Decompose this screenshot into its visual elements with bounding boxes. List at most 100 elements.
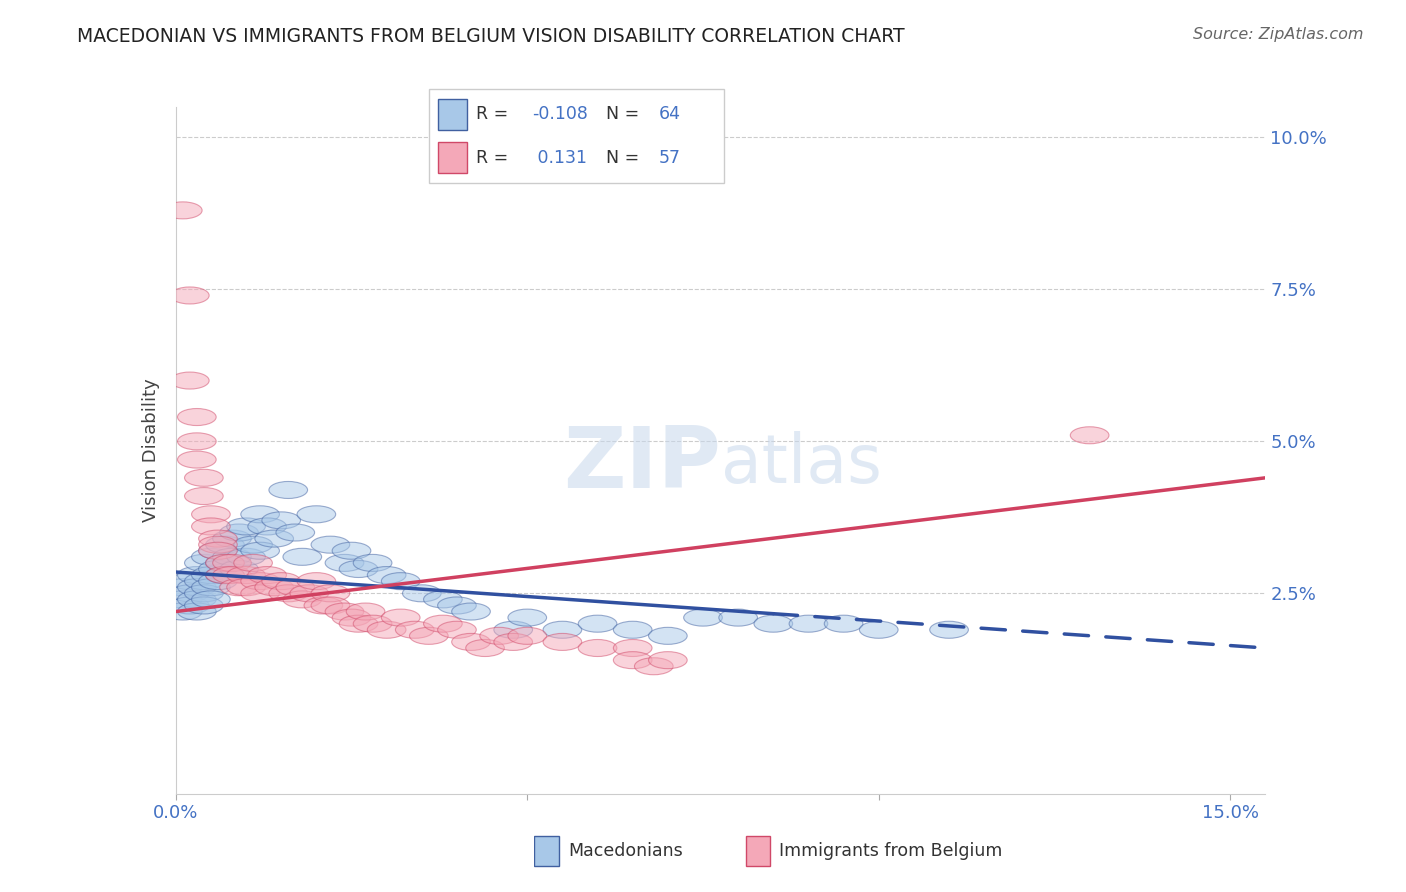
Ellipse shape: [240, 573, 280, 590]
Ellipse shape: [718, 609, 758, 626]
FancyBboxPatch shape: [437, 98, 467, 130]
Ellipse shape: [212, 549, 252, 566]
Ellipse shape: [367, 621, 406, 639]
Ellipse shape: [198, 560, 238, 577]
Ellipse shape: [613, 652, 652, 669]
Ellipse shape: [824, 615, 863, 632]
Ellipse shape: [254, 579, 294, 596]
Ellipse shape: [170, 585, 209, 602]
Ellipse shape: [233, 536, 273, 553]
Ellipse shape: [283, 549, 322, 566]
Ellipse shape: [212, 530, 252, 547]
Text: 57: 57: [659, 149, 681, 167]
Text: R =: R =: [477, 105, 509, 123]
Text: -0.108: -0.108: [533, 105, 588, 123]
Ellipse shape: [205, 566, 245, 583]
Ellipse shape: [177, 579, 217, 596]
Text: Macedonians: Macedonians: [568, 842, 683, 860]
Ellipse shape: [465, 640, 505, 657]
Ellipse shape: [191, 506, 231, 523]
Ellipse shape: [226, 566, 266, 583]
Ellipse shape: [332, 609, 371, 626]
Ellipse shape: [683, 609, 723, 626]
Ellipse shape: [332, 542, 371, 559]
Ellipse shape: [311, 597, 350, 614]
Text: R =: R =: [477, 149, 509, 167]
FancyBboxPatch shape: [745, 836, 770, 866]
Ellipse shape: [177, 409, 217, 425]
Ellipse shape: [177, 603, 217, 620]
Ellipse shape: [325, 555, 364, 572]
Ellipse shape: [346, 603, 385, 620]
Ellipse shape: [177, 566, 217, 583]
Ellipse shape: [648, 627, 688, 644]
Y-axis label: Vision Disability: Vision Disability: [142, 378, 160, 523]
Ellipse shape: [184, 555, 224, 572]
Ellipse shape: [262, 573, 301, 590]
Ellipse shape: [191, 518, 231, 535]
Ellipse shape: [163, 591, 202, 607]
Ellipse shape: [437, 597, 477, 614]
Ellipse shape: [212, 555, 252, 572]
Ellipse shape: [198, 530, 238, 547]
Ellipse shape: [451, 603, 491, 620]
Ellipse shape: [219, 579, 259, 596]
Ellipse shape: [479, 627, 519, 644]
Ellipse shape: [198, 542, 238, 559]
Ellipse shape: [494, 633, 533, 650]
Ellipse shape: [184, 597, 224, 614]
Ellipse shape: [184, 573, 224, 590]
Ellipse shape: [648, 652, 688, 669]
Ellipse shape: [339, 615, 378, 632]
Ellipse shape: [205, 555, 245, 572]
Ellipse shape: [170, 372, 209, 389]
Ellipse shape: [170, 597, 209, 614]
Ellipse shape: [184, 469, 224, 486]
Ellipse shape: [1070, 426, 1109, 444]
Ellipse shape: [219, 560, 259, 577]
Ellipse shape: [240, 585, 280, 602]
FancyBboxPatch shape: [429, 89, 724, 183]
Ellipse shape: [395, 621, 434, 639]
Text: Immigrants from Belgium: Immigrants from Belgium: [779, 842, 1002, 860]
Ellipse shape: [543, 621, 582, 639]
Ellipse shape: [311, 536, 350, 553]
FancyBboxPatch shape: [437, 142, 467, 173]
Ellipse shape: [269, 482, 308, 499]
Text: MACEDONIAN VS IMMIGRANTS FROM BELGIUM VISION DISABILITY CORRELATION CHART: MACEDONIAN VS IMMIGRANTS FROM BELGIUM VI…: [77, 27, 905, 45]
Ellipse shape: [163, 579, 202, 596]
Ellipse shape: [205, 555, 245, 572]
Ellipse shape: [226, 579, 266, 596]
Ellipse shape: [311, 585, 350, 602]
Ellipse shape: [929, 621, 969, 639]
Ellipse shape: [494, 621, 533, 639]
Ellipse shape: [219, 524, 259, 541]
Ellipse shape: [177, 591, 217, 607]
Ellipse shape: [508, 627, 547, 644]
Ellipse shape: [402, 585, 441, 602]
Ellipse shape: [578, 640, 617, 657]
Ellipse shape: [437, 621, 477, 639]
Ellipse shape: [339, 560, 378, 577]
Text: Source: ZipAtlas.com: Source: ZipAtlas.com: [1194, 27, 1364, 42]
Ellipse shape: [184, 488, 224, 505]
Ellipse shape: [634, 657, 673, 674]
Ellipse shape: [325, 603, 364, 620]
Ellipse shape: [367, 566, 406, 583]
Ellipse shape: [226, 518, 266, 535]
Ellipse shape: [191, 579, 231, 596]
FancyBboxPatch shape: [534, 836, 560, 866]
Ellipse shape: [543, 633, 582, 650]
Ellipse shape: [191, 591, 231, 607]
Ellipse shape: [423, 615, 463, 632]
Ellipse shape: [247, 566, 287, 583]
Ellipse shape: [205, 566, 245, 583]
Ellipse shape: [508, 609, 547, 626]
Ellipse shape: [191, 549, 231, 566]
Ellipse shape: [304, 597, 343, 614]
Text: 0.131: 0.131: [533, 149, 588, 167]
Ellipse shape: [254, 530, 294, 547]
Ellipse shape: [170, 287, 209, 304]
Ellipse shape: [578, 615, 617, 632]
Ellipse shape: [177, 433, 217, 450]
